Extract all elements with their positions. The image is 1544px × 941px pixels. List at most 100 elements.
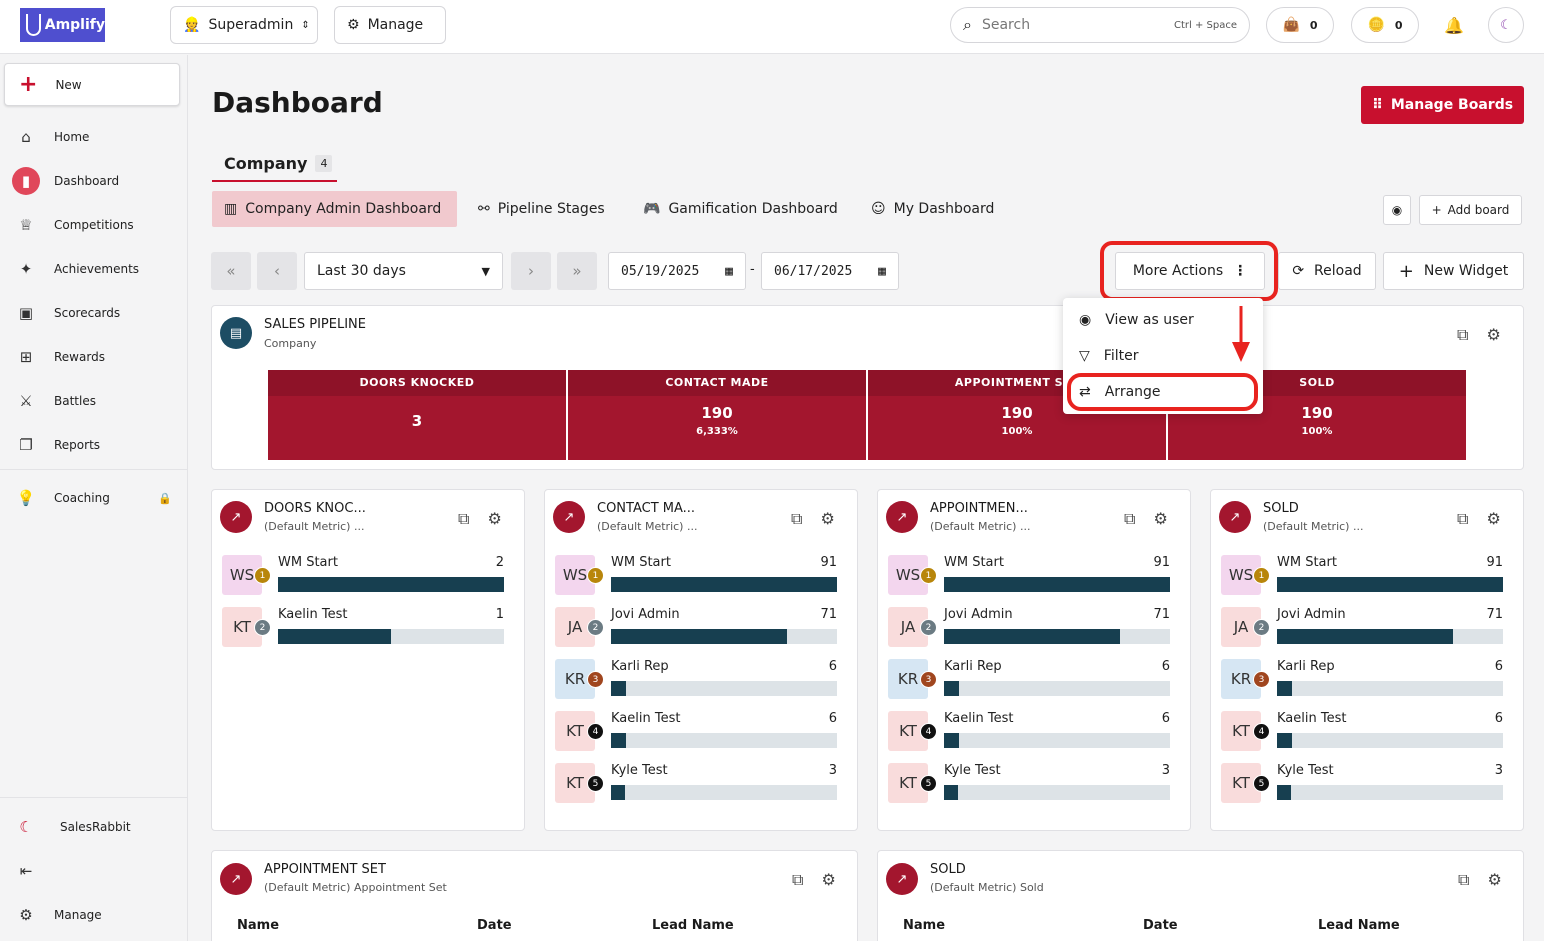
tab-pipeline-stages[interactable]: ⚯ Pipeline Stages — [478, 201, 605, 217]
sidebar-item-scorecards[interactable]: ▣ Scorecards — [12, 297, 182, 329]
tab-gamification-dashboard[interactable]: 🎮 Gamification Dashboard — [643, 201, 838, 217]
view-board-button[interactable]: ◉ — [1383, 195, 1411, 225]
move-icon[interactable]: ⧉ — [1457, 509, 1469, 528]
card-actions: ⧉ ⚙ — [1457, 509, 1501, 529]
more-actions-button[interactable]: More Actions ⋮ — [1115, 252, 1265, 290]
leaderboard-row[interactable]: KT 5 Kyle Test 3 — [553, 763, 837, 807]
pipeline-stage[interactable]: DOORS KNOCKED 3 — [268, 370, 566, 460]
tab-company-admin-dashboard[interactable]: ▥ Company Admin Dashboard — [212, 191, 457, 227]
leaderboard-row[interactable]: JA 2 Jovi Admin 71 — [553, 607, 837, 651]
column-header[interactable]: Date — [1143, 918, 1178, 933]
move-icon[interactable]: ⧉ — [1124, 509, 1136, 528]
new-widget-button[interactable]: + New Widget — [1383, 252, 1524, 290]
start-date-input[interactable]: 05/19/2025 ▦ — [608, 252, 746, 290]
date-range-select[interactable]: Last 30 days ▼ — [304, 252, 503, 290]
leaderboard-row[interactable]: KR 3 Karli Rep 6 — [1219, 659, 1503, 703]
user-value: 6 — [828, 711, 837, 726]
rank-badge: 3 — [1253, 671, 1270, 688]
sidebar-item-reports[interactable]: ❐ Reports — [12, 429, 182, 461]
leaderboard-row[interactable]: KT 2 Kaelin Test 1 — [220, 607, 504, 651]
add-board-button[interactable]: + Add board — [1419, 195, 1522, 225]
appointment-set-card: ↗ APPOINTMENT SET (Default Metric) Appoi… — [211, 850, 858, 941]
column-header[interactable]: Lead Name — [652, 918, 734, 933]
user-value: 71 — [820, 607, 837, 622]
widget-title: SOLD — [1263, 501, 1299, 516]
new-button[interactable]: + New — [4, 63, 180, 106]
leaderboard-row[interactable]: KR 3 Karli Rep 6 — [886, 659, 1170, 703]
coins-counter[interactable]: 🪙 0 — [1351, 7, 1419, 43]
sidebar-item-battles[interactable]: ⚔ Battles — [12, 385, 182, 417]
column-header[interactable]: Name — [237, 918, 280, 933]
gear-icon[interactable]: ⚙ — [1153, 509, 1168, 528]
gear-icon[interactable]: ⚙ — [1487, 870, 1502, 889]
move-icon[interactable]: ⧉ — [792, 870, 804, 889]
chevron-updown-icon: ⇕ — [301, 19, 310, 31]
manage-button[interactable]: ⚙ Manage — [334, 6, 446, 44]
leaderboard-row[interactable]: WS 1 WM Start 91 — [1219, 555, 1503, 599]
card-actions: ⧉ ⚙ — [458, 509, 502, 529]
first-period-button[interactable]: « — [211, 252, 251, 290]
wallet-counter[interactable]: 👜 0 — [1266, 7, 1334, 43]
leaderboard-row[interactable]: KT 5 Kyle Test 3 — [886, 763, 1170, 807]
reload-button[interactable]: ⟳ Reload — [1278, 252, 1376, 290]
prev-period-button[interactable]: ‹ — [257, 252, 297, 290]
widget-subtitle: (Default Metric) Appointment Set — [264, 881, 447, 894]
user-name: Kyle Test — [944, 763, 1001, 778]
card-actions: ⧉ ⚙ — [1458, 870, 1502, 890]
progress-fill — [944, 681, 959, 696]
leaderboard-row[interactable]: KT 4 Kaelin Test 6 — [886, 711, 1170, 755]
leaderboard-row[interactable]: WS 1 WM Start 91 — [553, 555, 837, 599]
leaderboard-row[interactable]: WS 1 WM Start 91 — [886, 555, 1170, 599]
tab-my-dashboard[interactable]: ☺ My Dashboard — [871, 201, 995, 217]
move-icon[interactable]: ⧉ — [458, 509, 470, 528]
move-icon[interactable]: ⧉ — [1457, 325, 1469, 344]
leaderboard-row[interactable]: KT 5 Kyle Test 3 — [1219, 763, 1503, 807]
column-header[interactable]: Name — [903, 918, 946, 933]
gear-icon[interactable]: ⚙ — [821, 870, 836, 889]
column-header[interactable]: Date — [477, 918, 512, 933]
bell-icon[interactable]: 🔔 — [1444, 15, 1464, 35]
leaderboard-row[interactable]: KT 4 Kaelin Test 6 — [1219, 711, 1503, 755]
end-date-input[interactable]: 06/17/2025 ▦ — [761, 252, 899, 290]
gear-icon[interactable]: ⚙ — [1486, 325, 1501, 344]
progress-track — [944, 785, 1170, 800]
manage-boards-button[interactable]: ⠿ Manage Boards — [1361, 86, 1524, 124]
menu-item-view-as-user[interactable]: ◉ View as user — [1079, 312, 1194, 328]
column-header[interactable]: Lead Name — [1318, 918, 1400, 933]
sidebar-item-competitions[interactable]: ♕ Competitions — [12, 209, 182, 241]
leaderboard-row[interactable]: WS 1 WM Start 2 — [220, 555, 504, 599]
tab-company[interactable]: Company 4 — [212, 146, 337, 182]
gear-icon[interactable]: ⚙ — [1486, 509, 1501, 528]
gear-icon[interactable]: ⚙ — [487, 509, 502, 528]
sidebar-item-achievements[interactable]: ✦ Achievements — [12, 253, 182, 285]
arrange-icon: ⇄ — [1079, 384, 1091, 400]
role-switcher[interactable]: 👷 Superadmin ⇕ — [170, 6, 318, 44]
last-period-button[interactable]: » — [557, 252, 597, 290]
leaderboard-row[interactable]: KR 3 Karli Rep 6 — [553, 659, 837, 703]
move-icon[interactable]: ⧉ — [791, 509, 803, 528]
leaderboard-row[interactable]: KT 4 Kaelin Test 6 — [553, 711, 837, 755]
avatar: WS — [888, 555, 928, 595]
leaderboard-row[interactable]: JA 2 Jovi Admin 71 — [886, 607, 1170, 651]
pipeline-stage[interactable]: CONTACT MADE 190 6,333% — [568, 370, 866, 460]
sidebar-org[interactable]: ☾ SalesRabbit — [12, 811, 182, 843]
amplify-logo[interactable]: Amplify — [20, 8, 105, 42]
scorecard-icon: ▣ — [18, 304, 34, 322]
rank-badge: 2 — [254, 619, 271, 636]
sidebar-item-home[interactable]: ⌂ Home — [12, 121, 182, 153]
sidebar-item-manage[interactable]: ⚙ Manage — [12, 899, 182, 931]
sidebar-item-coaching[interactable]: 💡 Coaching 🔒 — [12, 482, 182, 514]
search-input[interactable]: ⌕ Search Ctrl + Space — [950, 7, 1250, 43]
menu-item-arrange[interactable]: ⇄ Arrange — [1079, 384, 1161, 400]
collapse-sidebar-button[interactable]: ⇤ — [12, 855, 182, 887]
trend-icon: ↗ — [886, 863, 918, 895]
collapse-icon: ⇤ — [19, 862, 33, 880]
sidebar-item-rewards[interactable]: ⊞ Rewards — [12, 341, 182, 373]
gear-icon[interactable]: ⚙ — [820, 509, 835, 528]
leaderboard-row[interactable]: JA 2 Jovi Admin 71 — [1219, 607, 1503, 651]
avatar[interactable]: ☾ — [1488, 7, 1524, 43]
move-icon[interactable]: ⧉ — [1458, 870, 1470, 889]
next-period-button[interactable]: › — [511, 252, 551, 290]
menu-item-filter[interactable]: ▽ Filter — [1079, 348, 1139, 364]
sidebar-item-dashboard[interactable]: ▮ Dashboard — [12, 165, 182, 197]
